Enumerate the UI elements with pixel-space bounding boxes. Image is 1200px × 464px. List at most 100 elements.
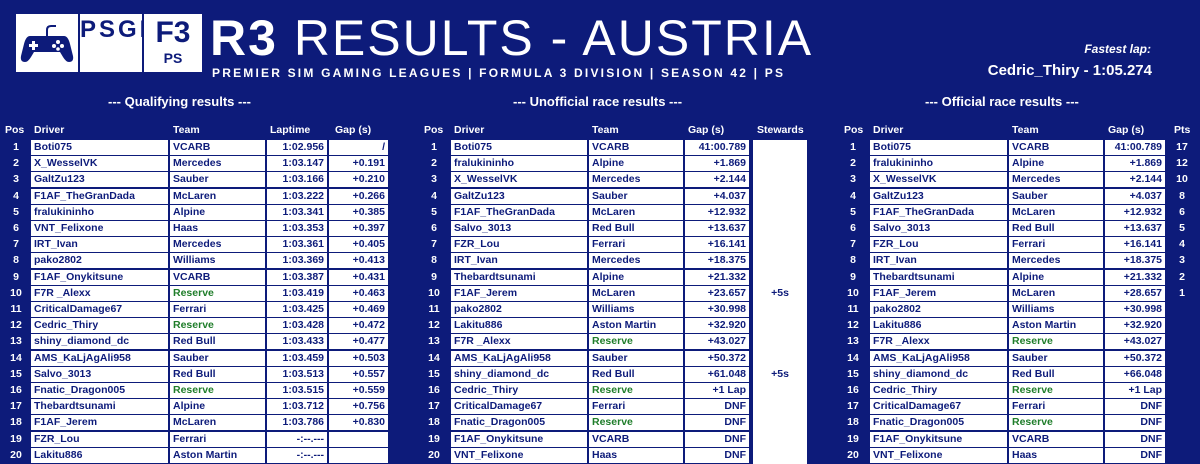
gap-cell: [329, 431, 388, 447]
driver-cell: F1AF_Onykitsune: [870, 431, 1007, 447]
driver-cell: AMS_KaLjAgAli958: [870, 350, 1007, 366]
laptime-cell: 1:03.419: [267, 285, 327, 301]
laptime-cell: 1:03.459: [267, 350, 327, 366]
position-number: 7: [13, 238, 19, 251]
gap-cell: +1 Lap: [685, 383, 749, 398]
driver-cell: Salvo_3013: [31, 366, 168, 382]
team-cell: Reserve: [1009, 334, 1103, 350]
team-cell: Red Bull: [170, 366, 265, 382]
points-cell: 17: [1176, 141, 1188, 153]
driver-cell: pako2802: [31, 253, 168, 269]
driver-cell: FZR_Lou: [451, 237, 587, 253]
position-number: 8: [431, 254, 437, 267]
col-team: Team: [592, 124, 619, 136]
driver-cell: Thebardtsunami: [870, 269, 1007, 285]
gap-cell: +13.637: [1105, 221, 1165, 236]
team-cell: Mercedes: [589, 172, 683, 188]
team-cell: McLaren: [170, 415, 265, 431]
position-number: 4: [13, 189, 19, 202]
driver-cell: AMS_KaLjAgAli958: [31, 350, 168, 366]
gap-cell: +1.869: [1105, 156, 1165, 172]
driver-cell: F7R _Alexx: [31, 285, 168, 301]
col-stewards: Stewards: [757, 124, 804, 136]
team-cell: Reserve: [589, 415, 683, 431]
team-cell: Mercedes: [1009, 253, 1103, 269]
driver-cell: F1AF_Jerem: [31, 415, 168, 431]
team-cell: VCARB: [1009, 140, 1103, 155]
position-number: 12: [428, 319, 440, 332]
driver-cell: F7R _Alexx: [451, 334, 587, 350]
position-number: 6: [431, 222, 437, 234]
team-cell: Red Bull: [589, 221, 683, 236]
qualifying-title: --- Qualifying results ---: [108, 94, 251, 109]
position-number: 3: [431, 173, 437, 186]
team-cell: Alpine: [170, 399, 265, 415]
gap-cell: DNF: [1105, 399, 1165, 415]
position-number: 11: [428, 303, 440, 315]
driver-cell: Lakitu886: [451, 318, 587, 334]
gap-cell: +12.932: [685, 204, 749, 220]
team-cell: Reserve: [1009, 415, 1103, 431]
col-driver: Driver: [454, 124, 485, 136]
laptime-cell: 1:03.425: [267, 302, 327, 317]
gap-cell: +1.869: [685, 156, 749, 172]
team-cell: Sauber: [1009, 188, 1103, 204]
team-cell: Reserve: [170, 285, 265, 301]
laptime-cell: 1:03.147: [267, 156, 327, 172]
team-cell: Ferrari: [170, 431, 265, 447]
position-number: 3: [850, 173, 856, 186]
driver-cell: Salvo_3013: [870, 221, 1007, 236]
position-number: 8: [13, 254, 19, 267]
driver-cell: CriticalDamage67: [31, 302, 168, 317]
team-cell: Reserve: [170, 318, 265, 334]
team-cell: VCARB: [170, 269, 265, 285]
position-number: 18: [10, 416, 22, 429]
gap-cell: [329, 447, 388, 463]
gap-cell: +43.027: [685, 334, 749, 350]
f3-ps-logo: F3 PS: [144, 14, 202, 72]
col-laptime: Laptime: [270, 124, 311, 136]
laptime-cell: 1:03.369: [267, 253, 327, 269]
position-number: 9: [13, 270, 19, 283]
driver-cell: shiny_diamond_dc: [870, 366, 1007, 382]
driver-cell: Lakitu886: [31, 447, 168, 463]
driver-cell: Fnatic_Dragon005: [451, 415, 587, 431]
driver-cell: fralukininho: [870, 156, 1007, 172]
driver-cell: IRT_Ivan: [31, 237, 168, 253]
driver-cell: VNT_Felixone: [31, 221, 168, 236]
col-team: Team: [173, 124, 200, 136]
stewards-cell: +5s: [771, 367, 789, 380]
team-cell: Alpine: [1009, 156, 1103, 172]
position-number: 6: [13, 222, 19, 234]
gap-cell: +0.469: [329, 302, 388, 317]
team-cell: Williams: [589, 302, 683, 317]
driver-cell: F1AF_TheGranDada: [870, 204, 1007, 220]
position-number: 19: [428, 432, 440, 445]
driver-cell: CriticalDamage67: [451, 399, 587, 415]
points-cell: 4: [1179, 238, 1185, 251]
fastest-lap-value: Cedric_Thiry - 1:05.274: [987, 62, 1152, 79]
team-cell: Haas: [1009, 447, 1103, 463]
gap-cell: +0.472: [329, 318, 388, 334]
team-cell: Ferrari: [1009, 399, 1103, 415]
psgl-logo-text: PSGL: [80, 16, 158, 43]
laptime-cell: 1:03.166: [267, 172, 327, 188]
position-number: 2: [13, 157, 19, 170]
gamepad-logo-icon: [16, 14, 78, 72]
position-number: 4: [850, 189, 856, 202]
driver-cell: CriticalDamage67: [870, 399, 1007, 415]
unofficial-title: --- Unofficial race results ---: [513, 94, 683, 109]
driver-cell: Lakitu886: [870, 318, 1007, 334]
team-cell: Sauber: [170, 172, 265, 188]
col-pos: Pos: [424, 124, 444, 136]
gap-cell: +21.332: [685, 269, 749, 285]
driver-cell: AMS_KaLjAgAli958: [451, 350, 587, 366]
gap-cell: /: [329, 140, 388, 155]
position-number: 17: [10, 400, 22, 413]
driver-cell: F1AF_Onykitsune: [31, 269, 168, 285]
team-cell: McLaren: [589, 204, 683, 220]
team-cell: Sauber: [1009, 350, 1103, 366]
team-cell: Ferrari: [589, 237, 683, 253]
position-number: 11: [10, 303, 22, 315]
gap-cell: +0.557: [329, 366, 388, 382]
